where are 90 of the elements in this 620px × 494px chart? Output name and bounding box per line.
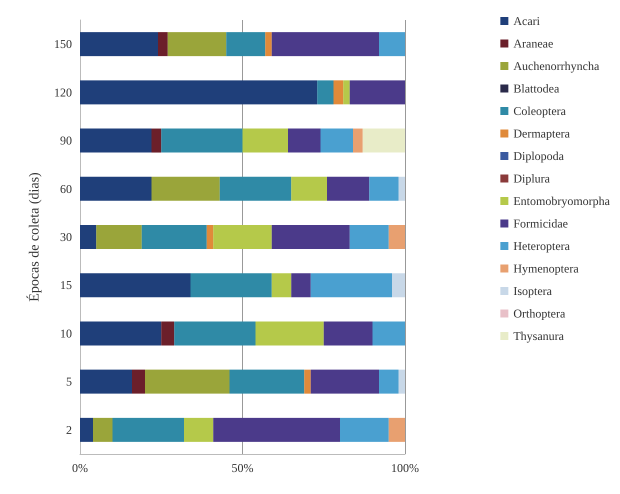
- bar: [310, 273, 392, 298]
- legend-label: Hymenoptera: [513, 262, 580, 276]
- bar: [93, 418, 112, 442]
- legend-label: Thysanura: [513, 329, 565, 343]
- legend-label: Isoptera: [513, 284, 553, 298]
- bar: [161, 128, 242, 153]
- legend-label: Formicidae: [513, 216, 568, 230]
- bar: [80, 273, 190, 298]
- bar: [291, 176, 327, 201]
- bar: [369, 176, 398, 201]
- bar: [272, 273, 292, 298]
- bar: [80, 418, 93, 442]
- legend-label: Araneae: [513, 36, 554, 50]
- bar: [388, 225, 405, 249]
- bar: [206, 225, 214, 249]
- bar: [230, 370, 304, 394]
- y-tick-label: 120: [54, 85, 72, 100]
- bar: [388, 418, 405, 442]
- bar: [398, 370, 405, 394]
- legend-label: Heteroptera: [513, 239, 571, 253]
- bar: [392, 273, 405, 298]
- x-tick-label: 50%: [232, 461, 254, 475]
- legend-label: Diplura: [513, 172, 551, 186]
- bar: [310, 370, 379, 394]
- y-tick-label: 10: [60, 326, 72, 340]
- legend-label: Acari: [513, 14, 541, 28]
- bar: [80, 225, 96, 249]
- legend-label: Coleoptera: [513, 104, 567, 118]
- bar: [213, 418, 340, 442]
- y-tick-label: 150: [54, 37, 72, 52]
- bar: [80, 176, 152, 201]
- bar: [340, 418, 389, 442]
- bar: [379, 370, 398, 394]
- bar: [350, 80, 405, 104]
- legend-label: Dermaptera: [513, 126, 571, 140]
- bar: [112, 418, 184, 442]
- y-tick-label: 5: [66, 374, 72, 389]
- bar: [190, 273, 272, 298]
- bar: [168, 32, 226, 56]
- bar: [304, 370, 311, 394]
- bar: [265, 32, 272, 56]
- bar: [161, 321, 174, 346]
- bar: [256, 321, 324, 346]
- bar: [132, 370, 145, 394]
- bar: [242, 128, 288, 153]
- bar: [158, 32, 168, 56]
- bar: [379, 32, 405, 56]
- bar: [272, 225, 350, 249]
- y-tick-label: 30: [60, 230, 72, 244]
- y-tick-label: 15: [60, 278, 72, 292]
- legend-label: Orthoptera: [513, 306, 566, 320]
- bar: [343, 80, 350, 104]
- bar: [152, 176, 220, 201]
- y-axis-title: Épocas de coleta (dias): [26, 172, 42, 302]
- bar: [80, 321, 162, 346]
- bar: [142, 225, 207, 249]
- bar: [152, 128, 162, 153]
- bar: [80, 128, 152, 153]
- y-tick-label: 90: [60, 134, 72, 148]
- bar: [353, 128, 363, 153]
- bar: [291, 273, 311, 298]
- bar: [362, 128, 405, 153]
- legend-label: Entomobryomorpha: [513, 194, 611, 208]
- bar: [317, 80, 334, 104]
- x-tick-label: 100%: [391, 461, 419, 475]
- bar: [213, 225, 272, 249]
- bar: [80, 370, 132, 394]
- legend-label: Diplopoda: [513, 149, 565, 163]
- bar: [324, 321, 372, 346]
- bar: [288, 128, 320, 153]
- x-tick-label: 0%: [72, 461, 88, 475]
- y-tick-label: 2: [66, 422, 72, 437]
- bar: [272, 32, 379, 56]
- legend-label: Blattodea: [513, 82, 560, 96]
- bar: [174, 321, 256, 346]
- bar: [320, 128, 353, 153]
- bar: [398, 176, 405, 201]
- bar: [334, 80, 344, 104]
- y-tick-label: 60: [60, 182, 72, 196]
- legend-label: Auchenorrhyncha: [513, 59, 600, 73]
- bar: [145, 370, 230, 394]
- bar: [80, 32, 158, 56]
- bar: [80, 80, 318, 104]
- bar: [327, 176, 370, 201]
- bar: [220, 176, 292, 201]
- bar: [184, 418, 214, 442]
- bar: [226, 32, 266, 56]
- bar: [96, 225, 142, 249]
- bar: [350, 225, 389, 249]
- bar: [372, 321, 405, 346]
